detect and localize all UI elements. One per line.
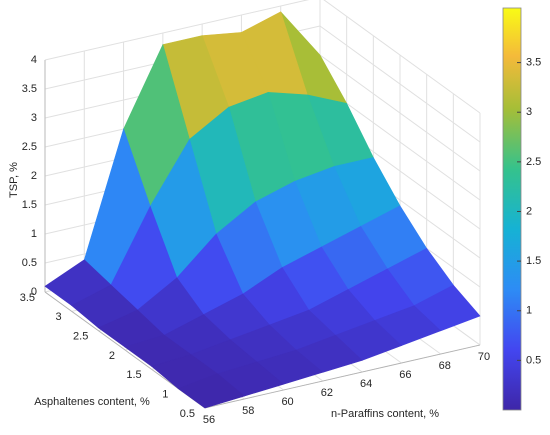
y-tick-label: 1.5 bbox=[126, 369, 141, 381]
x-tick-label: 64 bbox=[360, 378, 372, 390]
z-tick-label: 0.5 bbox=[22, 257, 37, 269]
grid-line bbox=[319, 54, 481, 172]
y-axis-label: Asphaltenes content, % bbox=[34, 396, 150, 408]
colorbar-tick-label: 1.5 bbox=[526, 255, 541, 267]
x-tick-label: 66 bbox=[399, 369, 411, 381]
colorbar-tick-label: 1 bbox=[526, 305, 532, 317]
z-tick-label: 1 bbox=[31, 228, 37, 240]
z-tick-label: 0 bbox=[31, 286, 37, 298]
grid-line bbox=[319, 25, 481, 143]
surface-patch bbox=[177, 373, 245, 409]
colorbar-tick-label: 2.5 bbox=[526, 156, 541, 168]
x-tick-label: 60 bbox=[281, 396, 293, 408]
z-tick-label: 1.5 bbox=[22, 199, 37, 211]
z-axis-label: TSP, % bbox=[8, 162, 20, 198]
z-tick-label: 2 bbox=[31, 170, 37, 182]
grid-line bbox=[323, 0, 481, 114]
x-tick-label: 56 bbox=[203, 414, 215, 426]
grid-line bbox=[44, 0, 310, 61]
x-tick-label: 62 bbox=[321, 387, 333, 399]
y-tick-label: 0.5 bbox=[180, 408, 195, 420]
y-tick-label: 3.5 bbox=[20, 292, 35, 304]
axis-line bbox=[204, 344, 481, 409]
z-tick-label: 3.5 bbox=[22, 83, 37, 95]
z-tick-label: 2.5 bbox=[22, 141, 37, 153]
x-tick-label: 58 bbox=[242, 405, 254, 417]
colorbar-tick-label: 0.5 bbox=[526, 354, 541, 366]
y-tick-label: 1 bbox=[162, 389, 168, 401]
colorbar bbox=[502, 7, 522, 411]
z-tick-label: 3 bbox=[31, 112, 37, 124]
y-tick-label: 3 bbox=[56, 311, 62, 323]
y-tick-label: 2 bbox=[109, 350, 115, 362]
colorbar-tick-label: 3.5 bbox=[526, 56, 541, 68]
z-tick-label: 4 bbox=[31, 54, 37, 66]
x-axis-label: n-Paraffins content, % bbox=[331, 408, 439, 420]
colorbar-tick-label: 2 bbox=[526, 205, 532, 217]
plot-area bbox=[44, 0, 481, 409]
x-tick-label: 70 bbox=[478, 351, 490, 363]
x-tick-label: 68 bbox=[439, 360, 451, 372]
y-tick-label: 2.5 bbox=[73, 331, 88, 343]
colorbar-tick-label: 3 bbox=[526, 106, 532, 118]
